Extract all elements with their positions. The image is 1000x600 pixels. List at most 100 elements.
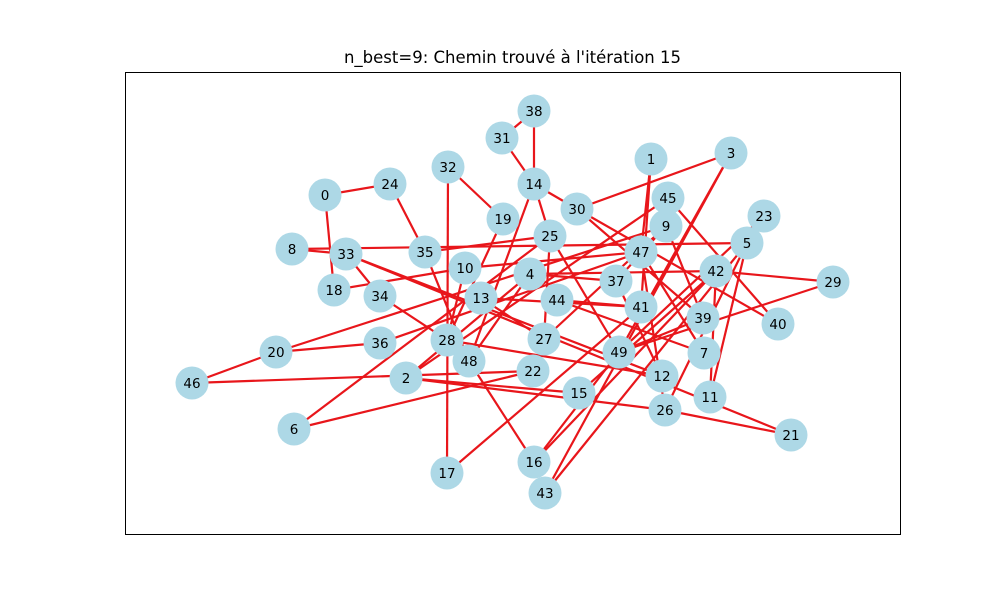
node-11: 11 <box>693 380 727 414</box>
edge-3-30 <box>576 151 732 211</box>
node-42: 42 <box>699 254 733 288</box>
edge-18-10 <box>333 266 466 292</box>
node-34: 34 <box>363 279 397 313</box>
node-label: 4 <box>526 267 535 283</box>
node-label: 31 <box>493 131 510 147</box>
edge-5-11 <box>708 242 749 398</box>
node-label: 39 <box>694 311 711 327</box>
node-label: 7 <box>700 346 709 362</box>
node-26: 26 <box>648 393 682 427</box>
node-44: 44 <box>540 283 574 317</box>
node-circle <box>645 359 679 393</box>
node-40: 40 <box>761 307 795 341</box>
node-6: 6 <box>277 412 311 446</box>
edge-25-49 <box>549 235 620 353</box>
node-15: 15 <box>562 376 596 410</box>
node-43: 43 <box>528 476 562 510</box>
chart-title: n_best=9: Chemin trouvé à l'itération 15 <box>344 48 681 68</box>
node-circle <box>624 235 658 269</box>
node-19: 19 <box>486 202 520 236</box>
node-circle <box>693 380 727 414</box>
node-21: 21 <box>774 418 808 452</box>
node-5: 5 <box>730 226 764 260</box>
node-label: 21 <box>782 428 799 444</box>
node-label: 18 <box>325 283 342 299</box>
node-circle <box>634 142 668 176</box>
node-circle <box>485 121 519 155</box>
node-label: 29 <box>824 275 841 291</box>
node-circle <box>464 281 498 315</box>
edge-47-36 <box>379 250 642 345</box>
node-label: 45 <box>659 191 676 207</box>
node-label: 2 <box>402 371 411 387</box>
node-23: 23 <box>747 199 781 233</box>
node-label: 27 <box>535 332 552 348</box>
node-37: 37 <box>599 264 633 298</box>
node-circle <box>687 336 721 370</box>
node-circle <box>517 445 551 479</box>
node-16: 16 <box>517 445 551 479</box>
node-label: 16 <box>525 455 542 471</box>
node-circle <box>747 199 781 233</box>
node-label: 13 <box>472 291 489 307</box>
edge-36-20 <box>275 341 381 354</box>
node-29: 29 <box>816 265 850 299</box>
node-circle <box>430 456 464 490</box>
node-label: 15 <box>570 386 587 402</box>
node-label: 32 <box>439 160 456 176</box>
node-label: 42 <box>707 264 724 280</box>
node-label: 49 <box>610 345 627 361</box>
node-label: 48 <box>460 354 477 370</box>
edge-1-41 <box>639 158 653 308</box>
node-label: 5 <box>743 236 752 252</box>
node-label: 23 <box>755 209 772 225</box>
node-label: 44 <box>548 293 565 309</box>
node-circle <box>448 251 482 285</box>
node-7: 7 <box>687 336 721 370</box>
node-circle <box>527 322 561 356</box>
node-circle <box>533 219 567 253</box>
node-label: 24 <box>381 177 398 193</box>
edge-26-21 <box>664 408 792 437</box>
edge-2-26 <box>405 376 666 412</box>
node-circle <box>517 167 551 201</box>
node-label: 3 <box>727 146 736 162</box>
edge-10-47 <box>464 250 642 270</box>
node-circle <box>317 273 351 307</box>
edge-48-14 <box>467 183 536 362</box>
node-label: 9 <box>662 219 671 235</box>
node-27: 27 <box>527 322 561 356</box>
edge-39-9 <box>664 225 705 319</box>
node-label: 47 <box>632 245 649 261</box>
node-label: 0 <box>321 188 330 204</box>
node-circle <box>540 283 574 317</box>
node-circle <box>761 307 795 341</box>
node-circle <box>363 279 397 313</box>
node-label: 8 <box>288 242 297 258</box>
edge-6-25 <box>293 235 551 430</box>
node-17: 17 <box>430 456 464 490</box>
node-label: 28 <box>438 333 455 349</box>
node-28: 28 <box>430 323 464 357</box>
node-label: 6 <box>290 422 299 438</box>
node-33: 33 <box>329 237 363 271</box>
node-12: 12 <box>645 359 679 393</box>
node-circle <box>649 209 683 243</box>
node-circle <box>699 254 733 288</box>
node-circle <box>517 94 551 128</box>
edge-8-5 <box>291 241 748 251</box>
node-circle <box>562 376 596 410</box>
edge-30-40 <box>576 208 779 325</box>
node-circle <box>602 335 636 369</box>
node-circle <box>373 167 407 201</box>
node-8: 8 <box>275 232 309 266</box>
node-label: 37 <box>607 274 624 290</box>
node-45: 45 <box>651 181 685 215</box>
node-25: 25 <box>533 219 567 253</box>
edge-4-2 <box>405 273 531 379</box>
edge-22-6 <box>293 369 534 431</box>
node-47: 47 <box>624 235 658 269</box>
node-circle <box>513 257 547 291</box>
node-circle <box>651 181 685 215</box>
